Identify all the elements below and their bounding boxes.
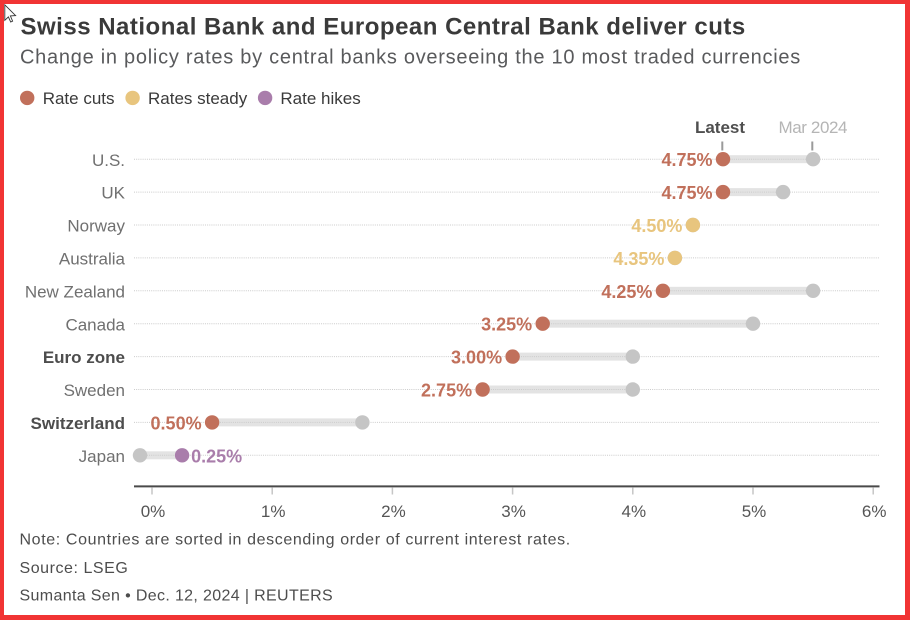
svg-text:Sumanta Sen • Dec. 12, 2024 |: Sumanta Sen • Dec. 12, 2024 | REUTERS bbox=[20, 587, 334, 604]
svg-text:0.50%: 0.50% bbox=[151, 413, 202, 433]
svg-text:4%: 4% bbox=[622, 502, 647, 521]
svg-text:Rate cuts: Rate cuts bbox=[43, 89, 115, 108]
svg-text:5%: 5% bbox=[742, 502, 767, 521]
svg-text:4.75%: 4.75% bbox=[661, 183, 712, 203]
svg-text:Note: Countries are sorted in: Note: Countries are sorted in descending… bbox=[20, 532, 571, 549]
svg-text:4.35%: 4.35% bbox=[613, 249, 664, 269]
svg-text:Australia: Australia bbox=[59, 250, 126, 269]
svg-text:6%: 6% bbox=[862, 502, 887, 521]
svg-text:3.00%: 3.00% bbox=[451, 348, 502, 368]
svg-text:4.25%: 4.25% bbox=[601, 282, 652, 302]
svg-text:Source: LSEG: Source: LSEG bbox=[20, 560, 129, 577]
svg-text:UK: UK bbox=[101, 184, 125, 203]
svg-text:New Zealand: New Zealand bbox=[25, 282, 125, 301]
svg-text:2.75%: 2.75% bbox=[421, 381, 472, 401]
svg-text:Euro zone: Euro zone bbox=[43, 348, 125, 367]
svg-text:Swiss National Bank and Europe: Swiss National Bank and European Central… bbox=[21, 14, 746, 41]
svg-text:3.25%: 3.25% bbox=[481, 315, 532, 335]
svg-text:Japan: Japan bbox=[79, 447, 125, 466]
svg-text:Rates steady: Rates steady bbox=[148, 89, 248, 108]
svg-text:Switzerland: Switzerland bbox=[31, 414, 125, 433]
svg-text:Latest: Latest bbox=[695, 118, 745, 137]
svg-text:0%: 0% bbox=[141, 502, 166, 521]
svg-text:1%: 1% bbox=[261, 502, 286, 521]
svg-text:3%: 3% bbox=[501, 502, 526, 521]
svg-text:Change in policy rates by cent: Change in policy rates by central banks … bbox=[20, 47, 801, 69]
svg-text:4.75%: 4.75% bbox=[661, 150, 712, 170]
svg-text:0.25%: 0.25% bbox=[191, 446, 242, 466]
svg-text:Sweden: Sweden bbox=[64, 381, 125, 400]
svg-text:U.S.: U.S. bbox=[92, 151, 125, 170]
svg-text:Mar 2024: Mar 2024 bbox=[778, 118, 847, 137]
svg-text:2%: 2% bbox=[381, 502, 406, 521]
svg-text:4.50%: 4.50% bbox=[631, 216, 682, 236]
svg-text:Canada: Canada bbox=[65, 315, 125, 334]
svg-text:Rate hikes: Rate hikes bbox=[280, 89, 360, 108]
svg-text:Norway: Norway bbox=[67, 217, 125, 236]
